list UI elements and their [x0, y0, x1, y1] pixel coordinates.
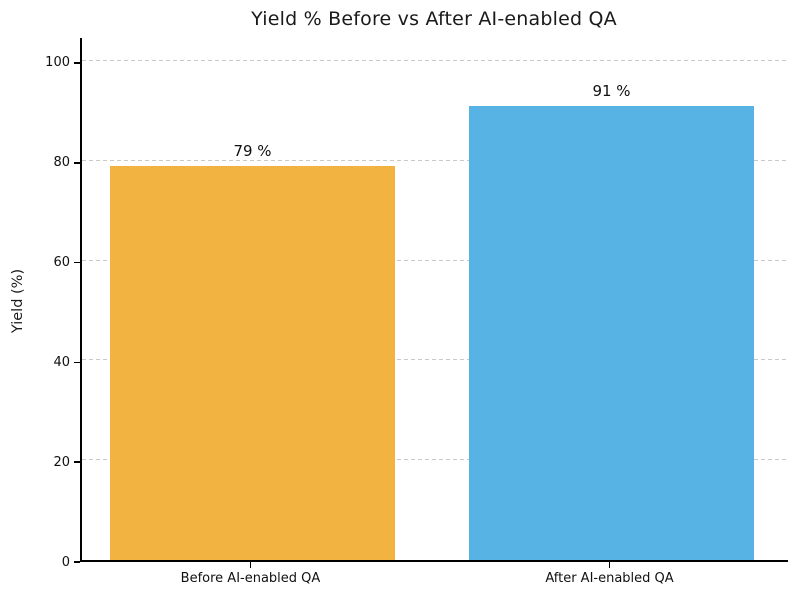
bar-after-ai-qa [469, 105, 754, 560]
bar-value-label: 79 % [233, 141, 272, 160]
y-tick-label-80: 80 [53, 155, 70, 171]
y-tick-label-100: 100 [45, 55, 70, 71]
y-tick-mark [74, 361, 80, 364]
x-tick-mark [608, 562, 611, 568]
y-tick-mark [74, 461, 80, 463]
gridline-40 [82, 359, 788, 361]
y-tick-label-60: 60 [53, 255, 70, 271]
bar-value-label: 91 % [592, 81, 631, 100]
y-axis-label: Yield (%) [10, 268, 26, 334]
gridline-100 [82, 59, 788, 61]
chart-title: Yield % Before vs After AI-enabled QA [251, 8, 617, 30]
gridline-60 [82, 259, 788, 261]
x-tick-label-after: After AI-enabled QA [545, 571, 674, 586]
bar-before-ai-qa [110, 165, 395, 560]
gridline-20 [82, 459, 788, 461]
y-tick-mark [74, 561, 80, 563]
y-tick-label-0: 0 [61, 554, 70, 570]
x-tick-label-before: Before AI-enabled QA [180, 571, 321, 586]
y-tick-mark [74, 161, 80, 164]
y-tick-label-40: 40 [53, 354, 70, 370]
y-tick-label-20: 20 [53, 454, 70, 470]
y-tick-mark [74, 261, 80, 264]
gridline-80 [82, 159, 788, 161]
x-tick-mark [249, 562, 252, 568]
y-tick-mark [74, 62, 80, 64]
plot-area: 79 % 91 % [80, 38, 788, 562]
